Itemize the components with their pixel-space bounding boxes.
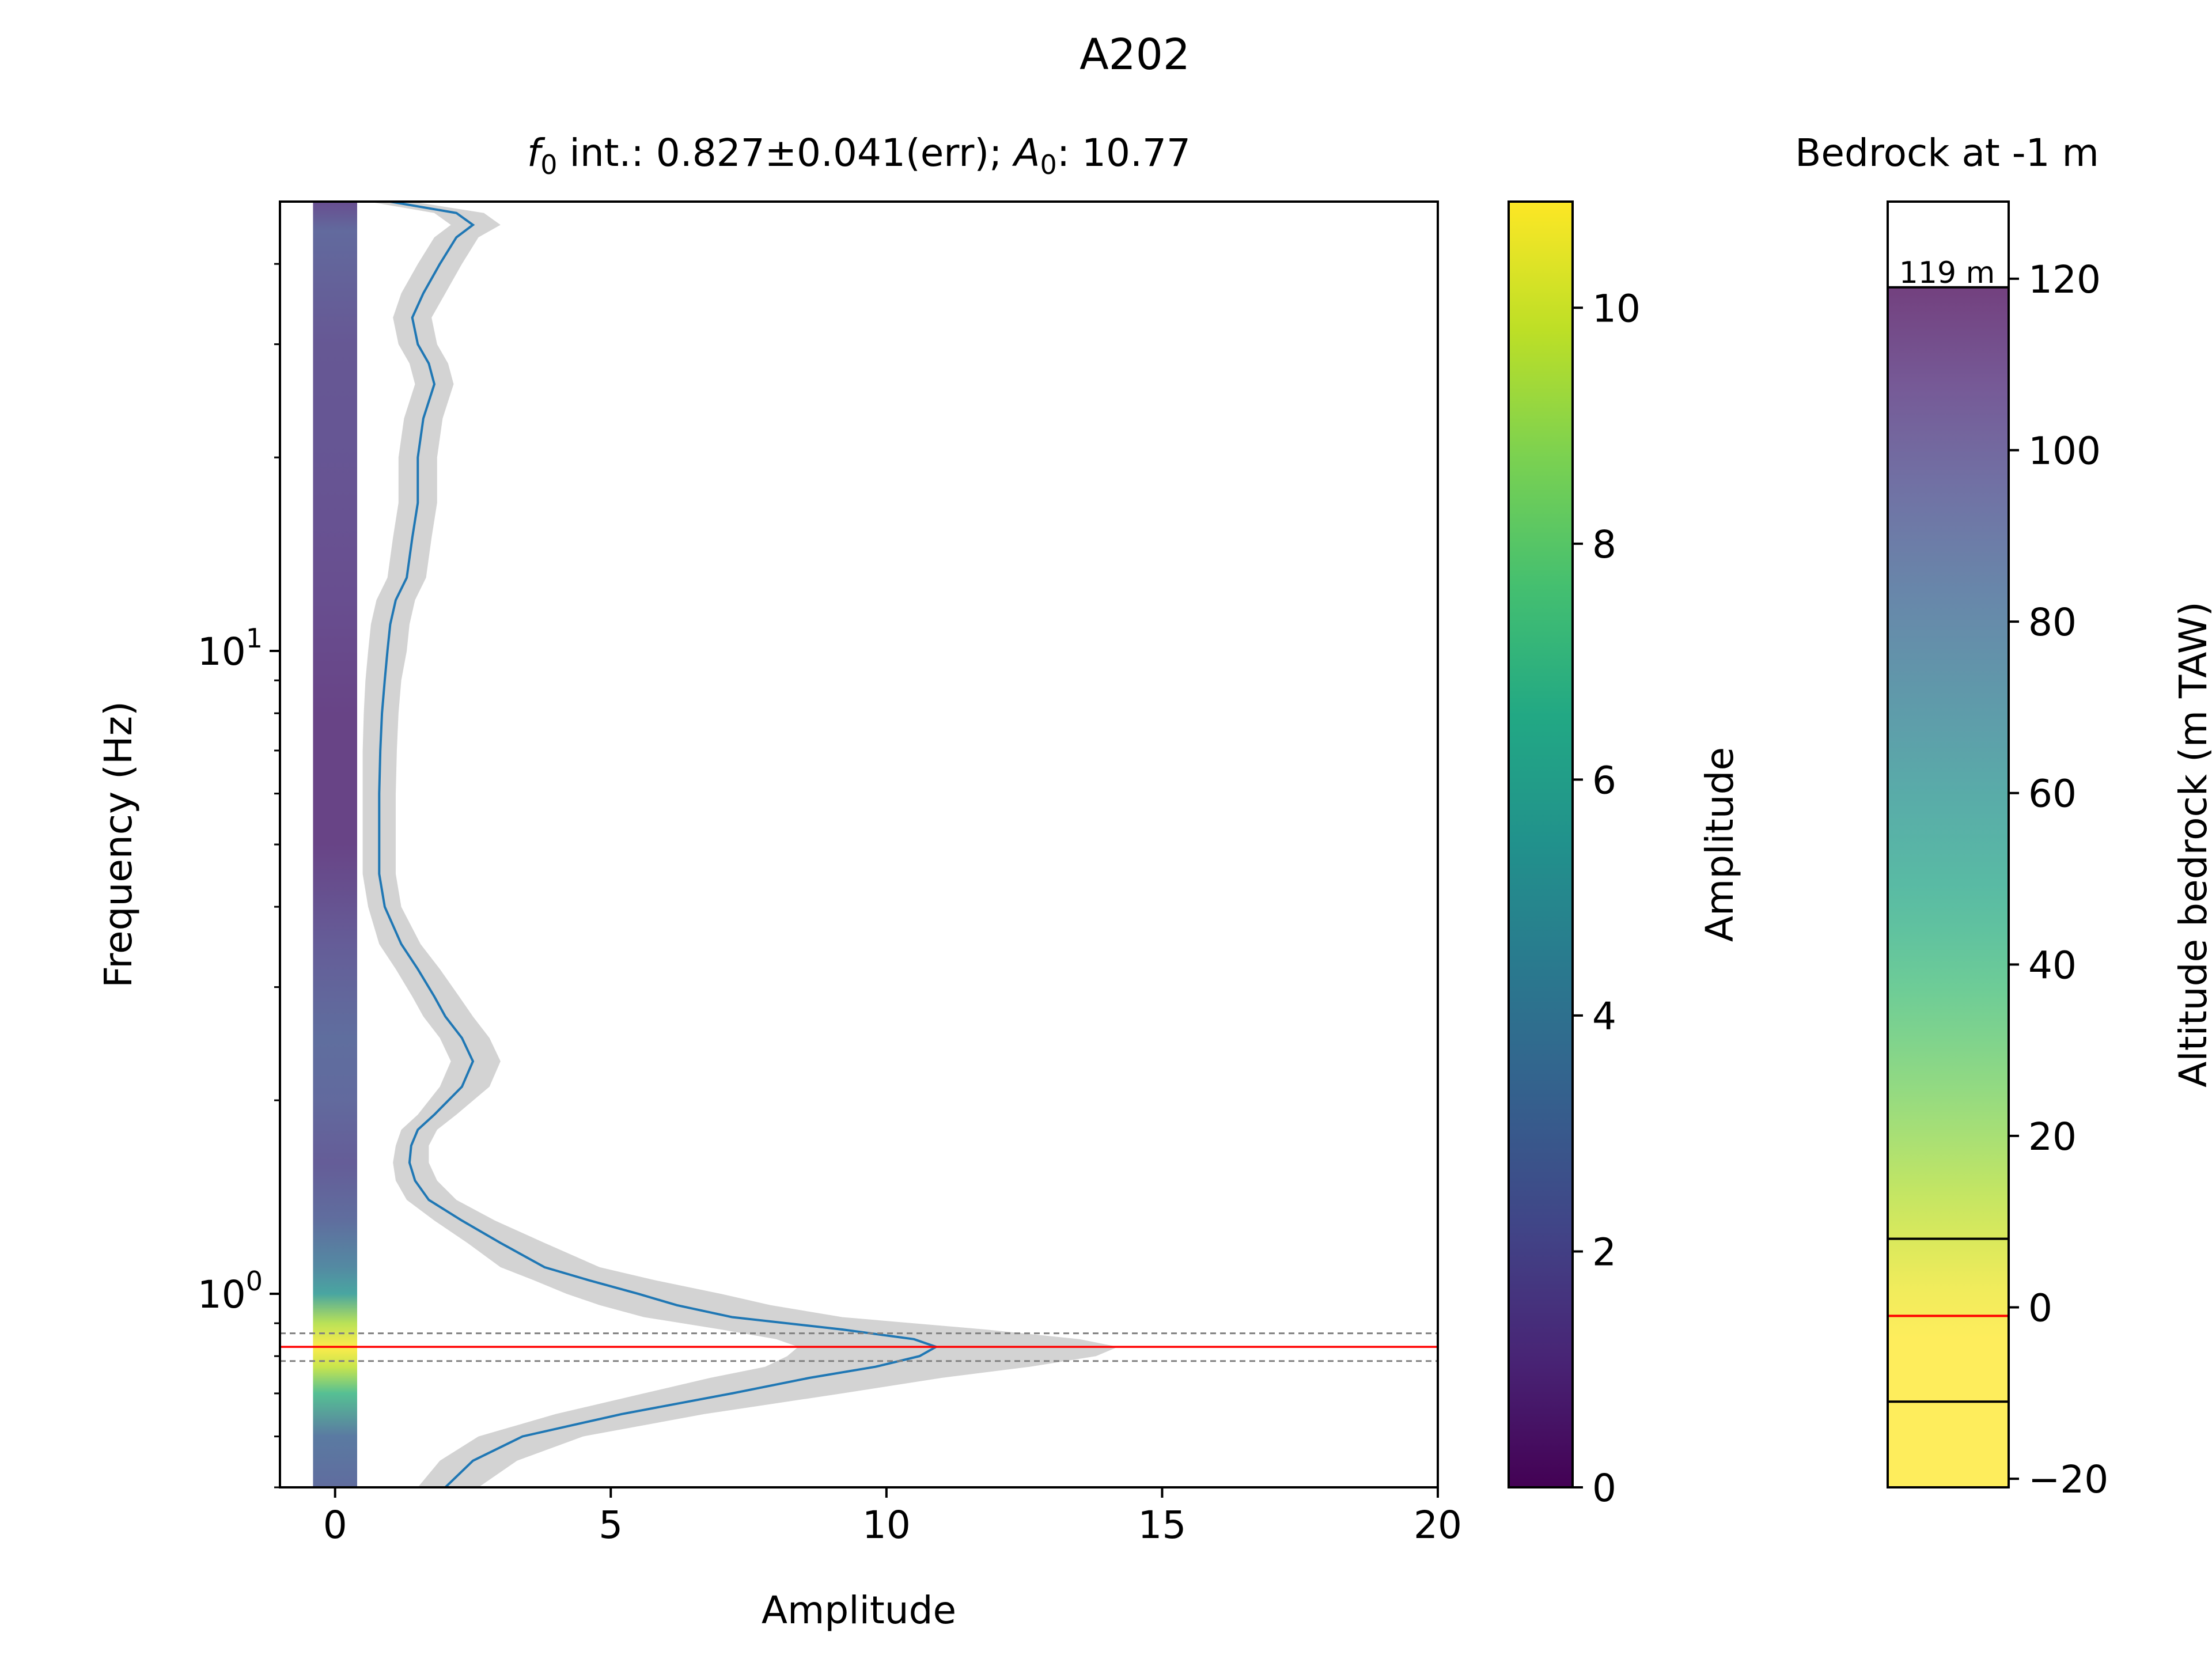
amplitude-colorbar: 0 2 4 6 8 10 Amplitude	[1508, 200, 1742, 1510]
x-tick-label: 20	[1414, 1503, 1462, 1547]
bedrock-axis-label: Altitude bedrock (m TAW)	[2171, 601, 2212, 1088]
x-tick-label: 5	[599, 1503, 623, 1547]
colorbar-axis: 0 2 4 6 8 10	[1573, 286, 1641, 1510]
y-tick-label: 100	[198, 1266, 263, 1317]
y-tick-base: 10	[198, 1272, 246, 1317]
bedrock-title: Bedrock at -1 m	[1795, 131, 2099, 175]
hvsr-x-axis-label: Amplitude	[762, 1588, 956, 1633]
bedrock-axis: −20 0 20 40 60 80 100 120	[2009, 257, 2108, 1502]
a0-text: : 10.77	[1057, 131, 1191, 175]
bedrock-color-column	[1888, 287, 2009, 1487]
colorbar-tick-label: 6	[1592, 758, 1616, 802]
x-tick-label: 15	[1138, 1503, 1186, 1547]
a0-symbol: A	[1012, 131, 1040, 175]
bedrock-panel: Bedrock at -1 m 119 m −20 0 20 40 60 80 100 120…	[1795, 131, 2212, 1502]
bedrock-tick-label: 80	[2028, 600, 2077, 645]
hvsr-x-axis: 0 5 10 15 20	[323, 1487, 1462, 1547]
hvsr-panel: f0 int.: 0.827±0.041(err); A0: 10.77 0 5 1…	[96, 131, 1462, 1633]
f0-subscript: 0	[540, 149, 557, 180]
surface-label: 119 m	[1899, 256, 1995, 290]
a0-subscript: 0	[1040, 149, 1057, 180]
colorbar-gradient	[1508, 200, 1574, 1488]
f0-text: int.: 0.827±0.041(err);	[558, 131, 1014, 175]
x-tick-label: 0	[323, 1503, 347, 1547]
colorbar-tick-label: 8	[1592, 522, 1616, 567]
bedrock-tick-label: −20	[2028, 1457, 2108, 1502]
y-tick-exponent: 1	[246, 623, 263, 654]
uncertainty-band	[362, 202, 1118, 1487]
x-tick-label: 10	[862, 1503, 911, 1547]
y-tick-base: 10	[198, 630, 246, 674]
hvsr-subtitle: f0 int.: 0.827±0.041(err); A0: 10.77	[527, 131, 1191, 180]
hvsr-curve-line	[378, 202, 939, 1487]
bedrock-tick-label: 40	[2028, 943, 2077, 987]
y-tick-exponent: 0	[246, 1266, 263, 1297]
bedrock-tick-label: 100	[2028, 429, 2101, 474]
hvsr-plot-frame	[279, 200, 1439, 1488]
colorbar-tick-label: 10	[1592, 286, 1641, 331]
bedrock-tick-label: 120	[2028, 257, 2101, 302]
spectrogram-strip	[313, 202, 357, 1487]
colorbar-label: Amplitude	[1698, 747, 1742, 942]
colorbar-tick-label: 4	[1592, 994, 1616, 1039]
colorbar-tick-label: 0	[1592, 1466, 1616, 1510]
bedrock-tick-label: 0	[2028, 1286, 2052, 1331]
bedrock-tick-label: 20	[2028, 1115, 2077, 1159]
bedrock-tick-label: 60	[2028, 772, 2077, 816]
bedrock-frame	[1887, 200, 2010, 1488]
hvsr-y-axis-label: Frequency (Hz)	[96, 701, 141, 988]
y-tick-label: 101	[198, 623, 263, 674]
figure-title: A202	[1080, 30, 1190, 79]
colorbar-tick-label: 2	[1592, 1230, 1616, 1274]
